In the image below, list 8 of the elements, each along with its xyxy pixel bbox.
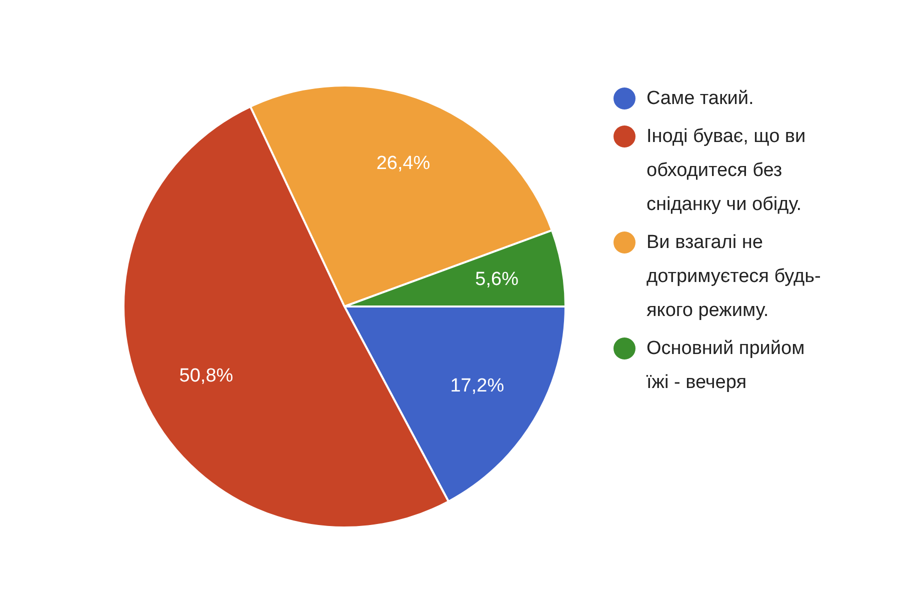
- data-label: 26,4%: [376, 152, 430, 174]
- legend-label: Основний прийом їжі - вечеря: [646, 338, 805, 393]
- data-label: 17,2%: [450, 376, 504, 397]
- data-label: 5,6%: [475, 268, 519, 290]
- legend-label: Ви взагалі не дотримуєтеся будь-якого режиму.: [646, 232, 821, 321]
- data-label: 50,8%: [179, 365, 234, 386]
- legend-label: Іноді буває, що ви обходитеся без сніданку чи обіду.: [646, 126, 806, 215]
- legend-label: Саме такий.: [646, 88, 754, 109]
